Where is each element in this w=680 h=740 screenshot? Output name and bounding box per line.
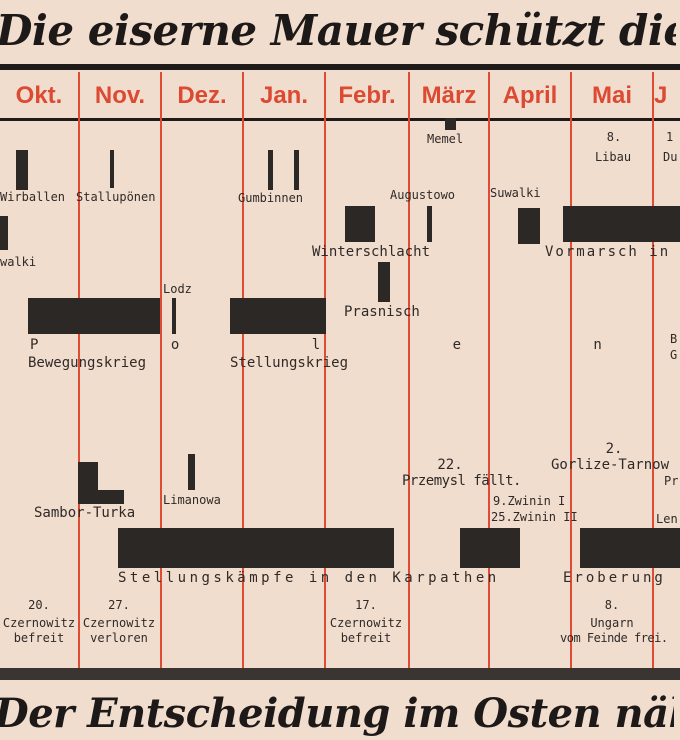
ungarn-place: Ungarn bbox=[590, 616, 634, 630]
bewegungskrieg-label: Bewegungskrieg bbox=[28, 355, 147, 371]
month-rule bbox=[0, 118, 680, 121]
gridline bbox=[488, 72, 490, 668]
len-edge-label: Len bbox=[656, 512, 678, 526]
bottom-rule bbox=[0, 668, 680, 680]
czernowitz-1-place: Czernowitz bbox=[2, 616, 76, 630]
gumbinnen-label: Gumbinnen bbox=[238, 191, 304, 205]
stellungskrieg-label: Stellungskrieg bbox=[230, 355, 349, 371]
gorlize-label: Gorlize-Tarnow bbox=[551, 457, 670, 473]
month-may: Mai bbox=[591, 82, 632, 109]
czernowitz-2-status: verloren bbox=[90, 631, 148, 645]
vormarsch-bar bbox=[563, 206, 680, 242]
prasnisch-bar bbox=[378, 262, 390, 302]
stalluponen-label: Stallupönen bbox=[76, 190, 156, 204]
czernowitz-2-place: Czernowitz bbox=[82, 616, 156, 630]
polen-bar-1 bbox=[28, 298, 160, 334]
czernowitz-1-status: befreit bbox=[13, 631, 65, 645]
month-feb: Febr. bbox=[338, 82, 396, 109]
augustowo-label: Augustowo bbox=[390, 188, 456, 202]
suwalki-left-bar bbox=[0, 216, 8, 250]
suwalki-left-label: walki bbox=[0, 255, 37, 269]
gridline bbox=[570, 72, 572, 668]
month-jun: J bbox=[654, 82, 668, 109]
zwinin2-label: 25.Zwinin II bbox=[491, 510, 578, 524]
poster-title: Die eiserne Mauer schützt die Heimat! bbox=[0, 6, 676, 55]
limanowa-bar bbox=[188, 454, 195, 490]
sambor-bar-b bbox=[78, 490, 124, 504]
czernowitz-1-day: 20. bbox=[28, 598, 50, 612]
vormarsch-label: Vormarsch in bbox=[545, 244, 671, 260]
prasnisch-label: Prasnisch bbox=[344, 304, 420, 320]
suwalki-label: Suwalki bbox=[490, 186, 541, 200]
czernowitz-3-status: befreit bbox=[340, 631, 392, 645]
pr-edge-label: Pr bbox=[664, 474, 679, 488]
sambor-label: Sambor-Turka bbox=[34, 505, 136, 521]
month-mar: März bbox=[421, 82, 477, 109]
karpathen-bar-1 bbox=[118, 528, 394, 568]
lodz-bar bbox=[172, 298, 176, 334]
gorlize-day: 2. bbox=[605, 441, 623, 457]
month-jan: Jan. bbox=[259, 82, 309, 109]
wirballen-label: Wirballen bbox=[0, 190, 66, 204]
libau-label: Libau bbox=[594, 150, 632, 164]
eroberung-bar bbox=[580, 528, 680, 568]
ungarn-day: 8. bbox=[604, 598, 620, 612]
karpathen-bar-2 bbox=[460, 528, 520, 568]
month-oct: Okt. bbox=[15, 82, 63, 109]
przemysl-label: Przemysl fällt. bbox=[402, 473, 521, 489]
memel-bar bbox=[445, 118, 456, 130]
gridline bbox=[408, 72, 410, 668]
gridline bbox=[160, 72, 162, 668]
czernowitz-3-place: Czernowitz bbox=[329, 616, 403, 630]
winterschlacht-label: Winterschlacht bbox=[312, 244, 431, 260]
suwalki-bar bbox=[518, 208, 540, 244]
gridline bbox=[242, 72, 244, 668]
gumbinnen-bar-2 bbox=[294, 150, 299, 190]
gridline bbox=[652, 72, 654, 668]
polen-label: P o l e n bbox=[30, 337, 664, 353]
eroberung-label: Eroberung bbox=[563, 570, 666, 586]
czernowitz-2-day: 27. bbox=[108, 598, 130, 612]
zwinin1-label: 9.Zwinin I bbox=[493, 494, 566, 508]
b-edge-label: B bbox=[670, 332, 678, 346]
libau-day: 8. bbox=[606, 130, 622, 144]
gridline bbox=[324, 72, 326, 668]
top-rule bbox=[0, 64, 680, 70]
g-edge-label: G bbox=[670, 348, 678, 362]
month-nov: Nov. bbox=[94, 82, 146, 109]
lodz-label: Lodz bbox=[163, 282, 192, 296]
month-dec: Dez. bbox=[177, 82, 227, 109]
winterschlacht-bar bbox=[345, 206, 375, 242]
limanowa-label: Limanowa bbox=[163, 493, 221, 507]
karpathen-label: Stellungskämpfe in den Karpathen bbox=[118, 570, 500, 586]
augustowo-bar bbox=[427, 206, 432, 242]
dub-label: Du bbox=[663, 150, 678, 164]
month-apr: April bbox=[502, 82, 558, 109]
gridline bbox=[78, 72, 80, 668]
polen-bar-2 bbox=[230, 298, 326, 334]
czernowitz-3-day: 17. bbox=[355, 598, 377, 612]
dub-day: 1 bbox=[666, 130, 674, 144]
przemysl-day: 22. bbox=[437, 457, 463, 473]
gumbinnen-bar-1 bbox=[268, 150, 273, 190]
poster-footer: Der Entscheidung im Osten näher! bbox=[0, 690, 674, 737]
stalluponen-bar bbox=[110, 150, 114, 188]
wirballen-bar bbox=[16, 150, 28, 190]
memel-label: Memel bbox=[427, 132, 464, 146]
ungarn-status: vom Feinde frei. bbox=[560, 631, 668, 645]
